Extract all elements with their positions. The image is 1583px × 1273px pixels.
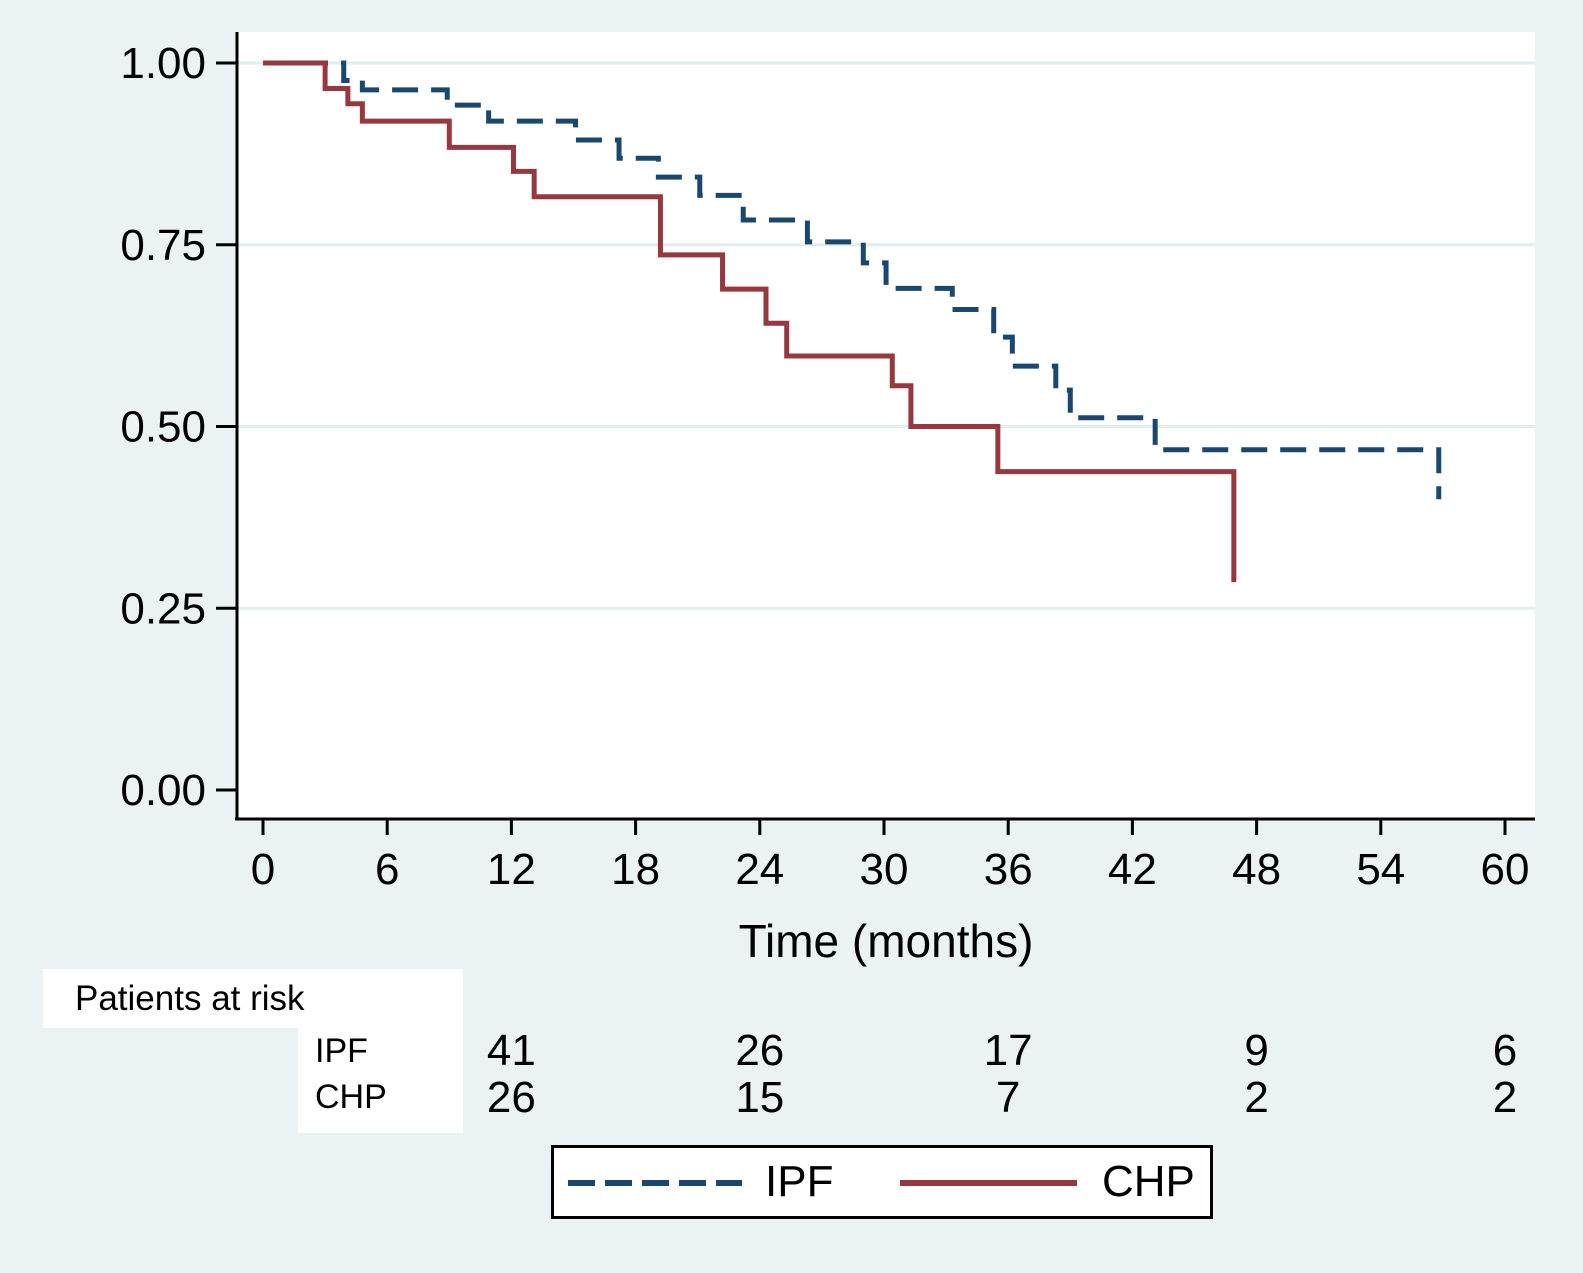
x-tick-label: 54 [1356, 845, 1405, 894]
y-tick-label: 0.50 [120, 403, 206, 452]
legend-line-chp [900, 1180, 1077, 1186]
x-tick-label: 48 [1232, 845, 1281, 894]
y-tick-label: 0.75 [120, 221, 206, 270]
at-risk-count-ipf-60: 6 [1492, 1026, 1518, 1075]
x-axis-title: Time (months) [738, 915, 1034, 967]
x-tick-label: 6 [375, 845, 399, 894]
x-tick-label: 36 [984, 845, 1033, 894]
at-risk-count-chp-48: 2 [1244, 1073, 1269, 1122]
ipf-curve [263, 60, 1442, 500]
x-tick-label: 18 [611, 845, 660, 894]
legend-label-chp: CHP [1102, 1157, 1195, 1206]
y-tick-label: 0.00 [120, 766, 206, 815]
at-risk-row-label-chp: CHP [315, 1078, 387, 1116]
x-tick-label: 60 [1481, 845, 1530, 894]
y-tick-label: 0.25 [120, 584, 206, 633]
x-tick-label: 30 [860, 845, 909, 894]
at-risk-count-ipf-24: 26 [735, 1026, 785, 1075]
at-risk-title: Patients at risk [75, 978, 305, 1018]
x-tick-label: 42 [1108, 845, 1157, 894]
at-risk-count-chp-24: 15 [735, 1073, 785, 1122]
at-risk-count-ipf-36: 17 [983, 1026, 1033, 1075]
x-tick-label: 12 [487, 845, 536, 894]
at-risk-count-chp-60: 2 [1492, 1073, 1518, 1122]
at-risk-count-ipf-12: 41 [486, 1026, 536, 1075]
legend-line-ipf [568, 1180, 742, 1186]
y-tick-label: 1.00 [120, 39, 206, 88]
chp-curve [263, 60, 1237, 583]
x-tick-label: 0 [251, 845, 275, 894]
legend-label-ipf: IPF [765, 1157, 834, 1206]
at-risk-count-ipf-48: 9 [1244, 1026, 1269, 1075]
at-risk-row-label-ipf: IPF [315, 1032, 368, 1070]
at-risk-count-chp-12: 26 [486, 1073, 536, 1122]
at-risk-row-label-box [298, 1028, 463, 1133]
at-risk-count-chp-36: 7 [995, 1073, 1021, 1122]
at-risk-title-box: Patients at risk [43, 969, 463, 1028]
x-tick-label: 24 [735, 845, 784, 894]
legend: IPF CHP [551, 1145, 1213, 1219]
